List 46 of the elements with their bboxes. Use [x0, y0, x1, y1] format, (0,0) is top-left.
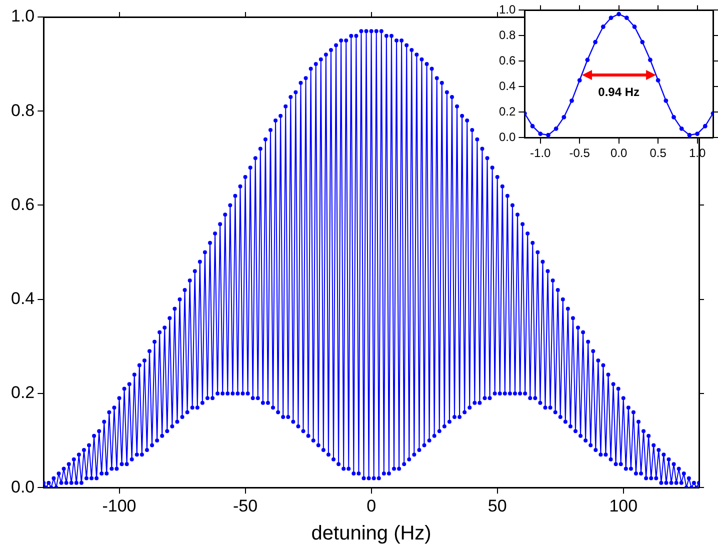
y-tick-label: 0.2 — [498, 104, 516, 118]
point — [593, 40, 598, 44]
point — [554, 126, 558, 131]
x-tick-label: 0.0 — [610, 146, 628, 160]
point — [672, 115, 676, 120]
y-tick-label: 0.0 — [10, 477, 35, 496]
x-tick-label: 0 — [366, 496, 376, 516]
x-tick-label: -1.0 — [530, 146, 552, 160]
point — [702, 124, 708, 128]
point — [570, 98, 574, 103]
annotation: 0.94 Hz — [598, 84, 640, 99]
point — [538, 132, 543, 136]
point — [664, 98, 668, 103]
x-tick-label: -0.5 — [569, 146, 590, 160]
point — [585, 58, 590, 62]
y-tick-label: 0.4 — [498, 78, 516, 93]
y-tick-label: 0.6 — [498, 53, 516, 68]
point — [600, 24, 606, 29]
y-tick-label: 0.6 — [10, 194, 35, 214]
y-tick-label: 1.0 — [498, 2, 516, 17]
y-tick-label: 0.8 — [498, 28, 516, 42]
point — [687, 132, 692, 138]
x-tick-label: -100 — [102, 496, 136, 516]
point — [695, 132, 700, 136]
point — [616, 12, 622, 16]
point — [679, 126, 684, 131]
point — [546, 132, 550, 138]
point — [530, 124, 535, 128]
x-tick-label: 0.5 — [650, 146, 667, 160]
point — [624, 16, 629, 20]
point — [562, 115, 566, 120]
y-tick-label: 1.0 — [10, 6, 35, 26]
point — [577, 78, 582, 82]
x-tick-label: -50 — [232, 496, 258, 516]
y-tick-label: 0.8 — [10, 100, 35, 120]
y-tick-label: 0.4 — [10, 289, 35, 308]
x-tick-label: 100 — [609, 496, 638, 516]
y-tick-label: 0.2 — [10, 383, 35, 402]
point — [656, 78, 660, 82]
point — [632, 24, 637, 29]
x-axis-title: detuning (Hz) — [311, 522, 432, 545]
point — [648, 58, 652, 62]
x-tick-label: 50 — [488, 496, 507, 516]
point — [640, 40, 645, 44]
y-tick-label: 0.0 — [498, 130, 516, 144]
point — [608, 16, 614, 20]
